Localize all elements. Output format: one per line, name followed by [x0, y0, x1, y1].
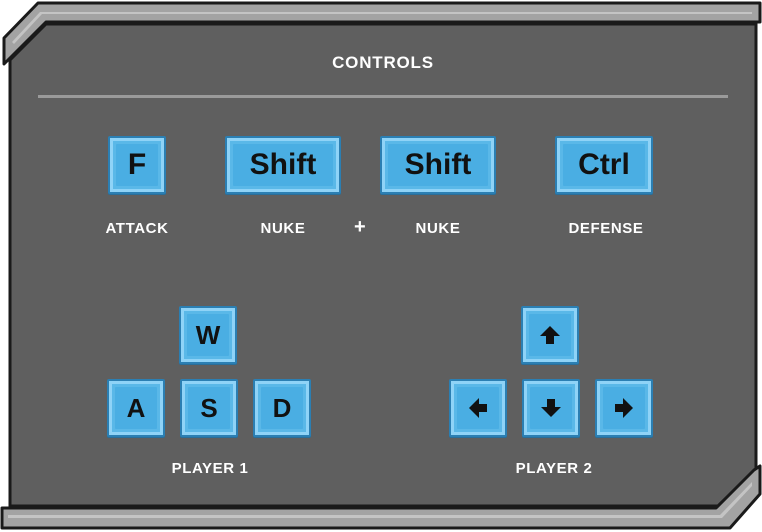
nuke-key-1: Shift [225, 136, 341, 194]
plus-sign: + [354, 216, 366, 238]
defense-key-label: Ctrl [578, 148, 630, 181]
player1-left-key: A [107, 379, 165, 437]
attack-key: F [108, 136, 166, 194]
player2-down-key [522, 379, 580, 437]
nuke-key-2-label: Shift [404, 148, 472, 181]
attack-key-label: F [127, 148, 147, 181]
nuke-key-1-label: Shift [249, 148, 317, 181]
arrow-up-icon [540, 326, 560, 344]
player1-down-key-label: S [200, 392, 218, 423]
arrow-down-icon [541, 399, 561, 417]
title-divider [38, 95, 728, 98]
nuke-key-2: Shift [380, 136, 496, 194]
player1-label: PLAYER 1 [171, 460, 249, 477]
player2-left-key [449, 379, 507, 437]
player2-right-key [595, 379, 653, 437]
player1-up-key: W [179, 306, 237, 364]
arrow-right-icon [615, 398, 633, 418]
player1-left-key-label: A [126, 392, 146, 423]
player1-up-key-label: W [195, 319, 221, 350]
page-title: CONTROLS [332, 53, 434, 72]
player2-up-key [521, 306, 579, 364]
player1-right-key-label: D [272, 392, 292, 423]
top-frame-bar [2, 1, 762, 66]
nuke-label-1: NUKE [260, 220, 306, 237]
defense-label: DEFENSE [568, 220, 644, 237]
player1-right-key: D [253, 379, 311, 437]
bottom-frame-bar [0, 464, 762, 530]
player1-down-key: S [180, 379, 238, 437]
arrow-left-icon [469, 398, 487, 418]
player2-label: PLAYER 2 [515, 460, 593, 477]
nuke-label-2: NUKE [415, 220, 461, 237]
attack-label: ATTACK [105, 220, 169, 237]
defense-key: Ctrl [555, 136, 653, 194]
